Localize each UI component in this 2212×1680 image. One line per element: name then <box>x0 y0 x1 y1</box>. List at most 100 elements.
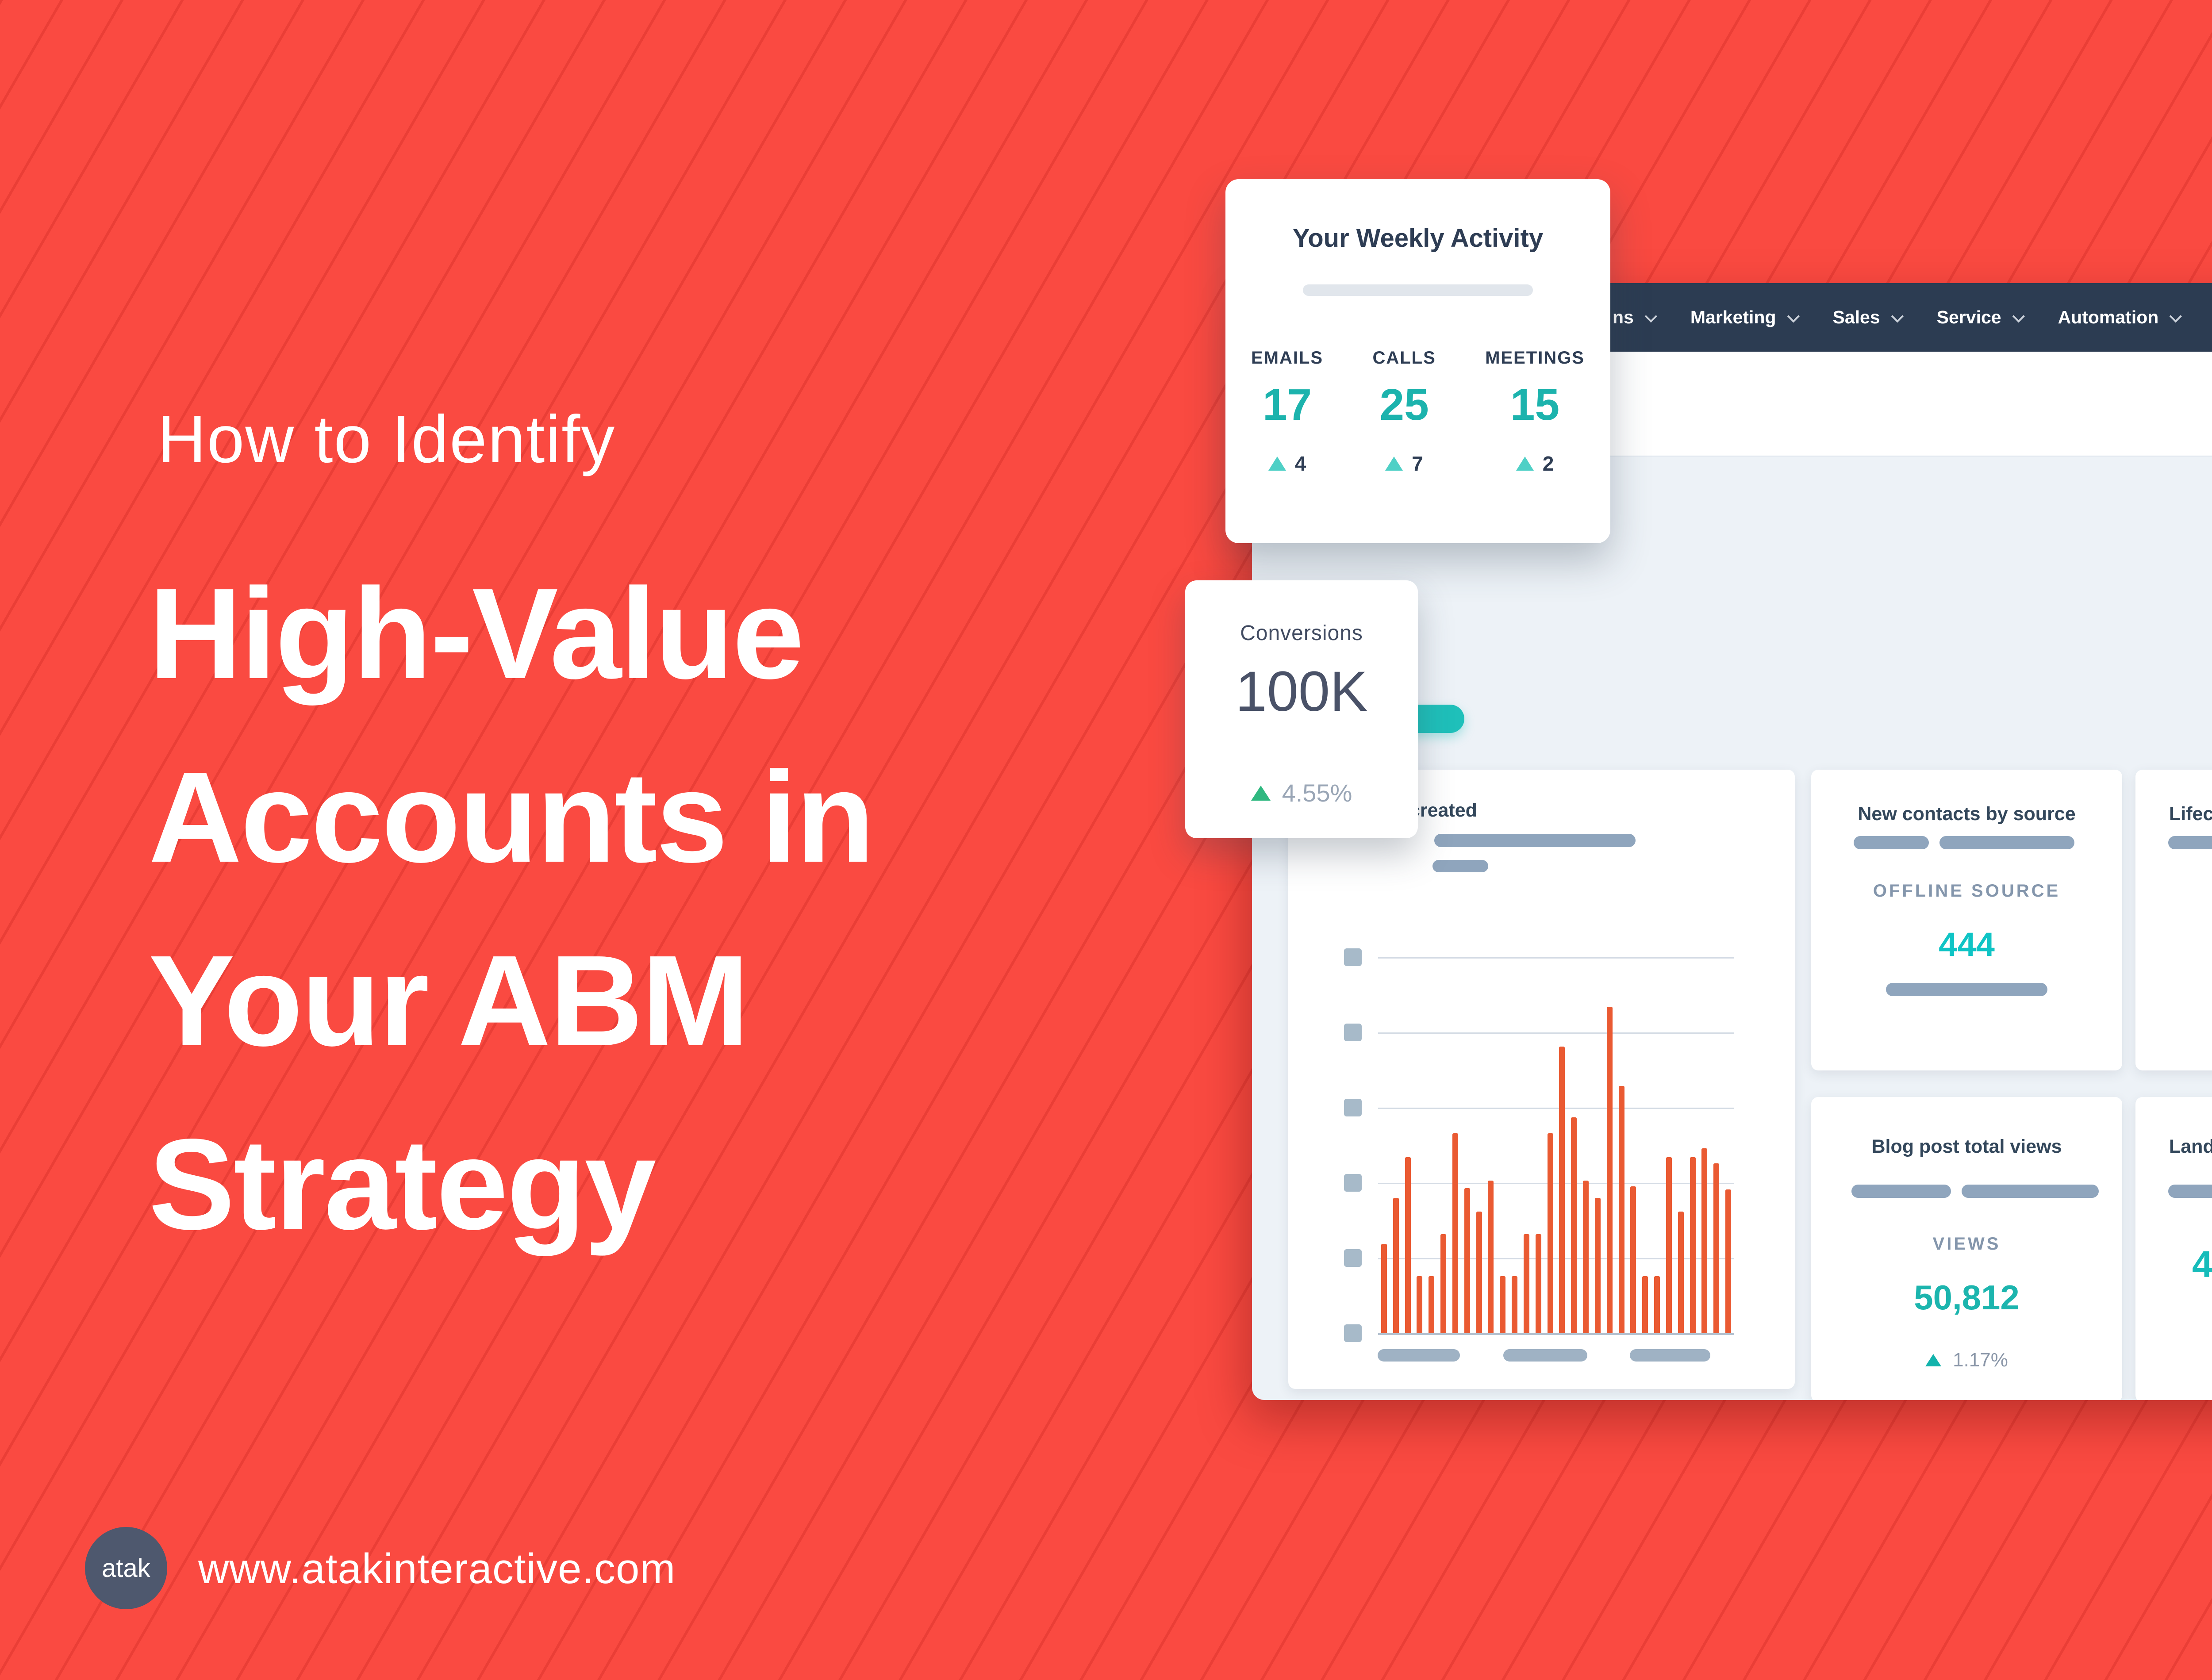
bar <box>1594 1198 1601 1333</box>
placeholder-pill <box>2168 836 2212 849</box>
y-tick-placeholder <box>1344 1174 1362 1192</box>
views-delta: 1.17% <box>1811 1349 2122 1371</box>
bar <box>1678 1212 1684 1333</box>
bar <box>1405 1157 1411 1333</box>
chevron-down-icon <box>1644 310 1657 322</box>
bar <box>1559 1047 1565 1333</box>
x-axis-placeholder <box>1503 1349 1587 1362</box>
contacts-created-card: Contacts created <box>1288 770 1795 1389</box>
metric-label: EMAILS <box>1251 348 1324 368</box>
bar <box>1642 1276 1648 1333</box>
bar <box>1690 1157 1696 1333</box>
metric-value: 25 <box>1379 380 1429 430</box>
nav-item-label: Sales <box>1832 307 1880 327</box>
gridline <box>1378 957 1734 959</box>
lifecycle-card: Lifecy <box>2135 770 2212 1070</box>
dashboard-window: nsMarketingSalesServiceAutomationRep Con… <box>1252 283 2212 1400</box>
conversions-title: Conversions <box>1240 621 1363 645</box>
nav-item-label: Service <box>1936 307 2001 327</box>
bar <box>1606 1007 1613 1333</box>
bar <box>1630 1186 1636 1333</box>
progress-bar <box>1303 284 1533 296</box>
conversions-value: 100K <box>1235 660 1368 723</box>
bar <box>1666 1157 1672 1333</box>
weekly-activity-card: Your Weekly Activity EMAILS 17 4 CALLS 25 7 ME… <box>1225 179 1610 543</box>
chevron-down-icon <box>1787 310 1800 322</box>
nav-item-label: ns <box>1613 307 1634 327</box>
new-contacts-card: New contacts by source OFFLINE SOURCE 44… <box>1811 770 2122 1070</box>
views-value: 50,812 <box>1914 1278 2020 1317</box>
hero-headline-line: High-Value <box>149 561 804 706</box>
metric-delta-value: 7 <box>1412 452 1423 475</box>
hero-headline-line: Accounts in <box>149 745 875 889</box>
nav-item-label: Marketing <box>1690 307 1776 327</box>
weekly-metrics: EMAILS 17 4 CALLS 25 7 MEETINGS 15 2 <box>1225 348 1610 476</box>
hero-headline: High-Value Accounts in Your ABM Strategy <box>149 542 875 1276</box>
views-label: VIEWS <box>1932 1234 2001 1254</box>
nav-item-marketing[interactable]: Marketing <box>1690 307 1800 328</box>
gridline <box>1378 1183 1734 1184</box>
bar <box>1725 1189 1732 1333</box>
lifecycle-title: Lifecy <box>2169 803 2212 825</box>
bar <box>1571 1117 1577 1333</box>
website-url: www.atakinteractive.com <box>198 1545 676 1592</box>
bar <box>1429 1276 1435 1333</box>
placeholder-pill <box>1434 834 1636 847</box>
bar <box>1476 1212 1482 1333</box>
landing-card: Landin 4 <box>2135 1097 2212 1400</box>
chevron-down-icon <box>2012 310 2025 322</box>
weekly-metric-emails: EMAILS 17 4 <box>1251 348 1323 476</box>
conversions-delta: 4.55% <box>1185 779 1418 807</box>
hero-headline-line: Strategy <box>149 1112 656 1256</box>
bar <box>1440 1234 1447 1333</box>
bar <box>1654 1276 1660 1333</box>
bar <box>1488 1181 1494 1333</box>
chevron-down-icon <box>2170 310 2182 322</box>
hero-headline-line: Your ABM <box>149 928 749 1073</box>
atak-logo: atak <box>85 1527 167 1609</box>
gridline <box>1378 1258 1734 1259</box>
triangle-up-icon <box>1385 456 1403 471</box>
bar <box>1523 1234 1529 1333</box>
triangle-up-icon <box>1268 456 1286 471</box>
weekly-metric-meetings: MEETINGS 15 2 <box>1485 348 1585 476</box>
metric-value: 15 <box>1510 380 1560 430</box>
y-tick-placeholder <box>1344 1249 1362 1267</box>
placeholder-pill <box>1962 1185 2099 1198</box>
nav-item-label: Automation <box>2058 307 2159 327</box>
metric-delta: 4 <box>1268 452 1306 476</box>
triangle-up-icon <box>1516 456 1534 471</box>
triangle-up-icon <box>1925 1354 1942 1366</box>
nav-item-service[interactable]: Service <box>1936 307 2025 328</box>
bar <box>1464 1188 1470 1333</box>
bar <box>1417 1276 1423 1333</box>
chevron-down-icon <box>1891 310 1904 322</box>
blog-views-title: Blog post total views <box>1871 1136 2062 1157</box>
y-tick-placeholder <box>1344 948 1362 966</box>
contacts-created-bar-chart <box>1378 957 1734 1335</box>
views-delta-value: 1.17% <box>1953 1349 2008 1371</box>
bar <box>1500 1276 1506 1333</box>
metric-delta-value: 4 <box>1294 452 1306 475</box>
metric-label: MEETINGS <box>1485 348 1585 368</box>
landing-title: Landin <box>2169 1136 2212 1157</box>
metric-delta: 2 <box>1516 452 1554 476</box>
bar <box>1452 1133 1458 1333</box>
placeholder-pill <box>1886 983 2047 996</box>
placeholder-pill <box>1939 836 2074 849</box>
atak-logo-text: atak <box>102 1553 150 1583</box>
bar <box>1701 1148 1708 1333</box>
conversions-card: Conversions 100K 4.55% <box>1185 580 1418 838</box>
gridline <box>1378 1032 1734 1034</box>
nav-item-ns[interactable]: ns <box>1613 307 1657 328</box>
placeholder-pill <box>2168 1185 2212 1198</box>
placeholder-pill <box>1432 860 1488 872</box>
weekly-activity-title: Your Weekly Activity <box>1292 224 1544 253</box>
bar <box>1512 1276 1518 1333</box>
nav-item-automation[interactable]: Automation <box>2058 307 2182 328</box>
nav-item-sales[interactable]: Sales <box>1832 307 1904 328</box>
gridline <box>1378 1108 1734 1109</box>
placeholder-pill <box>1854 836 1929 849</box>
offline-source-label: OFFLINE SOURCE <box>1873 881 2061 901</box>
